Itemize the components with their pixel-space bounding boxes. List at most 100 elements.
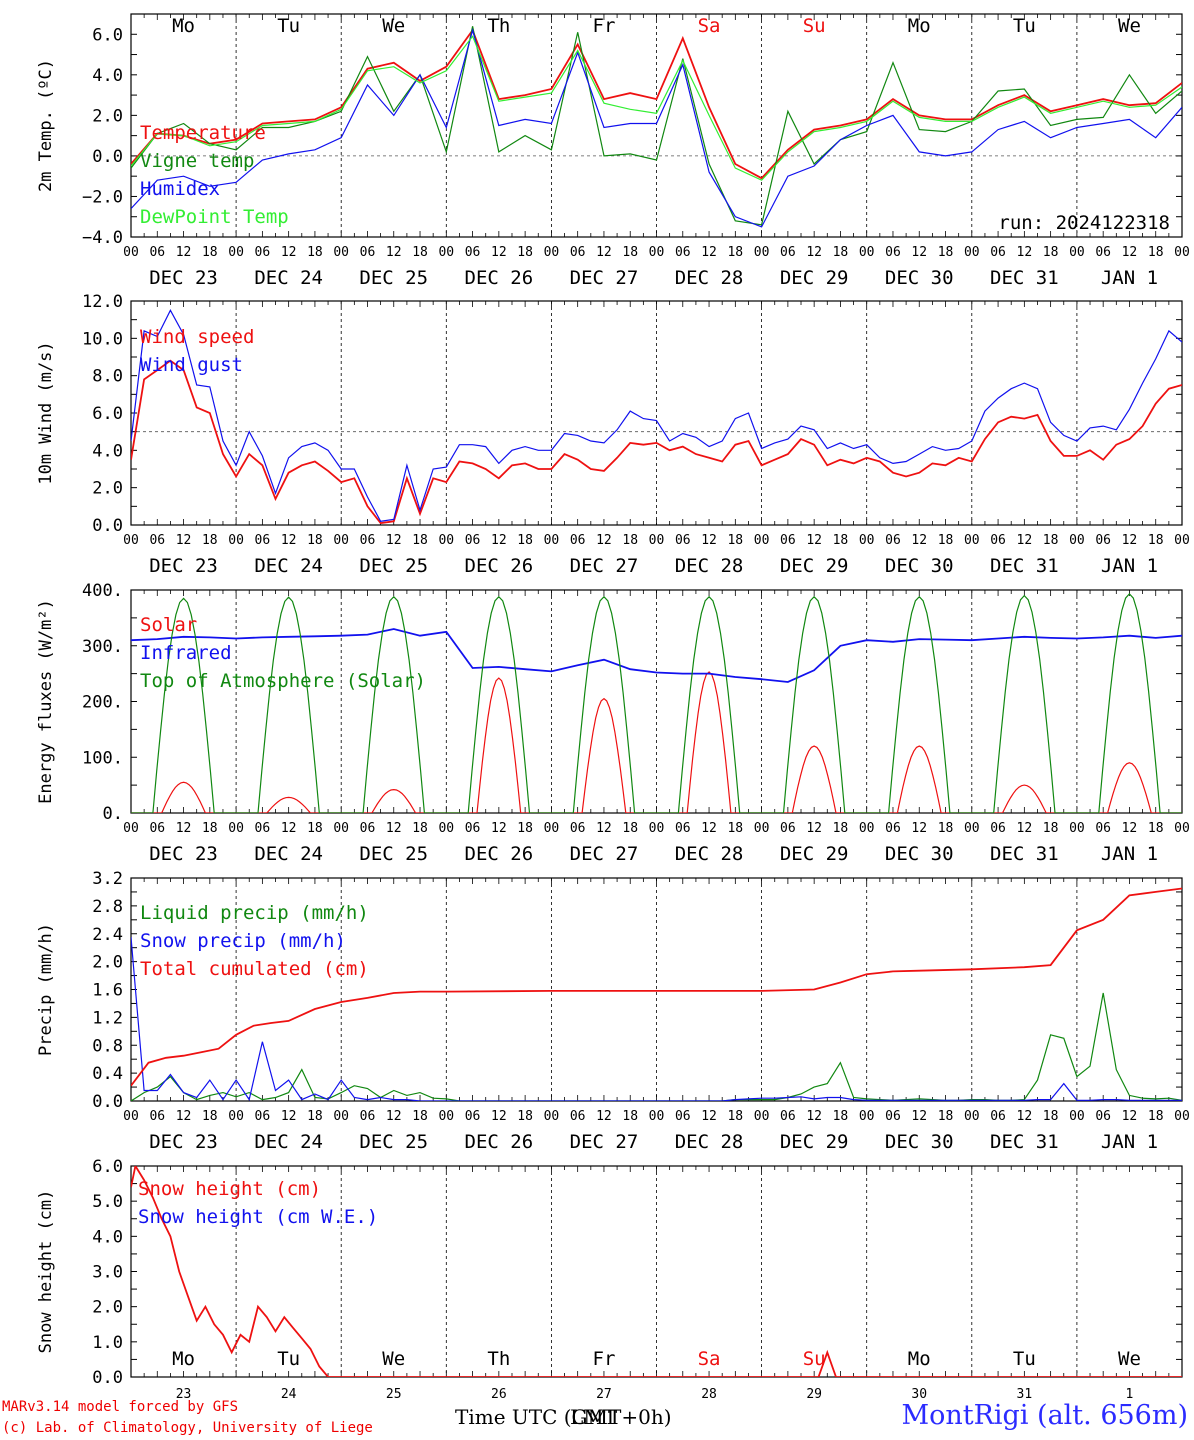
day-number-label: 23 <box>176 1387 192 1402</box>
hour-tick-label: 00 <box>754 1109 770 1124</box>
day-number-label: 24 <box>281 1387 297 1402</box>
hour-tick-label: 18 <box>307 533 323 548</box>
y-tick-label: 4.0 <box>92 441 123 461</box>
y-tick-label: 4.0 <box>92 66 123 86</box>
plot-frame <box>130 13 1183 238</box>
hour-tick-label: 18 <box>517 821 533 836</box>
hour-tick-label: 12 <box>491 821 507 836</box>
weekday-label: We <box>1118 15 1141 37</box>
series-line-vigne-temp <box>131 26 1182 226</box>
hour-tick-label: 00 <box>228 245 244 260</box>
hour-tick-label: 06 <box>675 1109 691 1124</box>
weekday-label: Sa <box>698 15 721 37</box>
hour-tick-label: 06 <box>990 1109 1006 1124</box>
date-label: DEC 31 <box>990 267 1059 289</box>
hour-tick-label: 00 <box>333 1109 349 1124</box>
hour-tick-label: 00 <box>1174 245 1190 260</box>
y-tick-label: 0.8 <box>92 1036 123 1056</box>
hour-tick-label: 12 <box>281 821 297 836</box>
hour-tick-label: 00 <box>649 1109 665 1124</box>
legend-entry: Wind gust <box>140 354 243 376</box>
date-label: DEC 29 <box>780 843 849 865</box>
y-tick-label: 1.6 <box>92 981 123 1001</box>
hour-tick-label: 12 <box>281 533 297 548</box>
hour-tick-label: 18 <box>833 533 849 548</box>
hour-tick-label: 12 <box>176 533 192 548</box>
hour-tick-label: 12 <box>596 533 612 548</box>
hour-tick-label: 12 <box>596 1109 612 1124</box>
y-axis-label: Precip (mm/h) <box>36 923 56 1056</box>
hour-tick-label: 06 <box>360 821 376 836</box>
hour-tick-label: 12 <box>281 1109 297 1124</box>
legend-entry: Top of Atmosphere (Solar) <box>140 670 426 692</box>
hour-tick-label: 18 <box>517 1109 533 1124</box>
date-label: DEC 23 <box>149 843 218 865</box>
date-label: DEC 28 <box>675 843 744 865</box>
weekday-label: Th <box>487 15 510 37</box>
legend-entry: Infrared <box>140 642 232 664</box>
y-tick-label: 0.0 <box>92 516 123 536</box>
date-label: DEC 25 <box>359 1131 428 1153</box>
date-label: DEC 29 <box>780 1131 849 1153</box>
date-label: DEC 30 <box>885 267 954 289</box>
hour-tick-label: 12 <box>911 821 927 836</box>
hour-tick-label: 12 <box>386 533 402 548</box>
weekday-label: Mo <box>908 1348 931 1370</box>
hour-tick-label: 00 <box>754 533 770 548</box>
hour-tick-label: 18 <box>833 1109 849 1124</box>
hour-tick-label: 00 <box>228 533 244 548</box>
y-tick-label: 300. <box>82 637 123 657</box>
series-line-wind-speed <box>131 359 1182 525</box>
time-axis-overlay: LMT <box>570 1405 618 1429</box>
hour-tick-label: 00 <box>228 821 244 836</box>
hour-tick-label: 00 <box>1069 821 1085 836</box>
hour-tick-label: 18 <box>1148 245 1164 260</box>
hour-tick-label: 00 <box>649 245 665 260</box>
hour-tick-label: 00 <box>544 245 560 260</box>
legend-entry: Total cumulated (cm) <box>140 958 369 980</box>
hour-tick-label: 06 <box>780 533 796 548</box>
hour-tick-label: 12 <box>1122 1109 1138 1124</box>
hour-tick-label: 12 <box>1122 533 1138 548</box>
y-tick-label: 12.0 <box>82 292 123 312</box>
hour-tick-label: 06 <box>465 245 481 260</box>
hour-tick-label: 06 <box>675 821 691 836</box>
date-label: DEC 25 <box>359 267 428 289</box>
hour-tick-label: 06 <box>465 821 481 836</box>
hour-tick-label: 00 <box>859 245 875 260</box>
y-tick-label: 2.0 <box>92 479 123 499</box>
y-tick-label: 400. <box>82 581 123 601</box>
date-label: DEC 31 <box>990 555 1059 577</box>
hour-tick-label: 00 <box>438 533 454 548</box>
date-label: JAN 1 <box>1101 555 1158 577</box>
weekday-label: We <box>382 1348 405 1370</box>
hour-tick-label: 06 <box>465 533 481 548</box>
hour-tick-label: 00 <box>964 245 980 260</box>
hour-tick-label: 00 <box>123 821 139 836</box>
hour-tick-label: 18 <box>307 821 323 836</box>
lab-credit: (c) Lab. of Climatology, University of L… <box>2 1420 373 1436</box>
hour-tick-label: 06 <box>1095 821 1111 836</box>
day-number-label: 1 <box>1126 1387 1134 1402</box>
hour-tick-label: 00 <box>1174 821 1190 836</box>
day-number-label: 29 <box>806 1387 822 1402</box>
y-tick-label: 6.0 <box>92 404 123 424</box>
weekday-label: We <box>1118 1348 1141 1370</box>
model-credit: MARv3.14 model forced by GFS <box>2 1399 239 1415</box>
time-axis-label: Time UTC (GMT+0h) LMT <box>455 1405 672 1429</box>
legend-entry: Snow precip (mm/h) <box>140 930 346 952</box>
hour-tick-label: 18 <box>938 245 954 260</box>
y-tick-label: 0.0 <box>92 1368 123 1388</box>
hour-tick-label: 00 <box>859 821 875 836</box>
weekday-label: Su <box>803 1348 826 1370</box>
day-number-label: 30 <box>911 1387 927 1402</box>
hour-tick-label: 06 <box>255 533 271 548</box>
series-line-dewpoint-temp <box>131 35 1182 181</box>
hour-tick-label: 00 <box>1174 533 1190 548</box>
hour-tick-label: 12 <box>806 533 822 548</box>
hour-tick-label: 00 <box>964 533 980 548</box>
weekday-label: Tu <box>1013 1348 1036 1370</box>
day-number-label: 26 <box>491 1387 507 1402</box>
date-label: DEC 27 <box>570 267 639 289</box>
